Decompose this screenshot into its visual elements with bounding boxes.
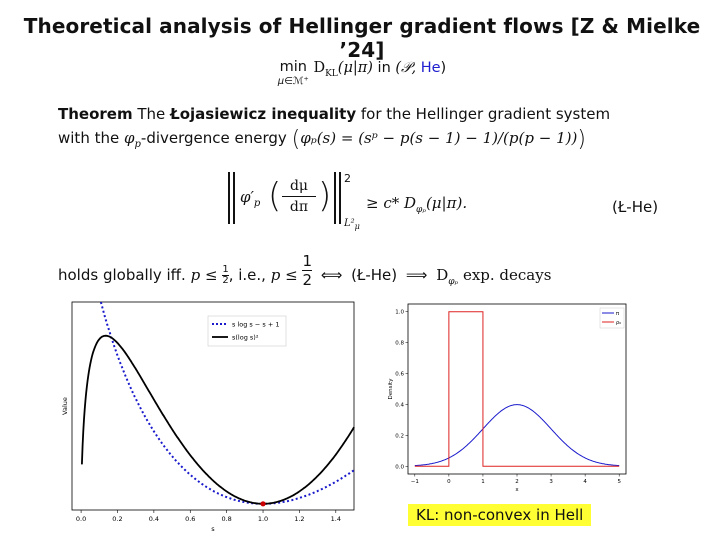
lojasiewicz-inequality: φ′p ( dμ dπ ) 2 L²μ ≥ c* Dφₚ(μ|π). [228,168,588,238]
right-x-tick-label: 3 [549,479,553,485]
left-x-tick-label: 0.8 [221,515,231,523]
right-x-tick-label: 4 [583,479,587,485]
theorem-text-4: -divergence energy [140,129,287,147]
right-x-tick-label: 5 [617,479,621,485]
left-x-tick-label: 0.4 [149,515,159,523]
theorem-text-3: with the [58,129,120,147]
theorem-bold-term: Łojasiewicz inequality [170,105,357,123]
space-open: (𝒫, [395,60,421,76]
left-legend: s log s − s + 1 s(log s)² [207,315,287,347]
legend-pi: π [616,311,619,317]
small-half-num: 1 [222,264,229,275]
theorem-phi: φ [124,129,135,147]
ineq-norm-l2: L² [344,218,355,229]
right-y-tick-label: 0.4 [395,402,404,408]
theorem-text-1: The [137,105,166,123]
left-axes-frame [71,301,355,511]
ineq-phi-sub: p [253,198,261,209]
right-x-tick-label: 2 [515,479,519,485]
theorem-text-2: for the Hellinger gradient system [360,105,611,123]
series-s-log-s-squared [81,334,355,505]
series-pi [414,404,620,467]
holds-tag: (Ł-He) [351,266,398,284]
left-x-tick-label: 0.6 [185,515,195,523]
holds-text: holds globally iff. [58,266,186,284]
left-x-tick-label: 0.0 [76,515,86,523]
right-axes-frame [407,303,627,475]
ineq-denominator: dπ [289,199,309,215]
slide-title: Theoretical analysis of Hellinger gradie… [23,14,701,62]
theorem-block: Theorem The Łojasiewicz inequality for t… [58,105,611,152]
ineq-fraction: dμ dπ [282,178,316,215]
objective-sub: KL [325,68,338,79]
series-slogs-minus-s-plus-1 [99,301,355,505]
kl-note: KL: non-convex in Hell [408,504,592,526]
series-rho0 [414,311,620,467]
legend-label-2: s(log s)² [232,334,259,342]
holds-p-leq-2: p ≤ [270,266,298,284]
right-x-tick-label: −1 [411,479,419,485]
theorem-phi-sub: p [134,139,141,150]
minimization-problem: min μ∈ℳ⁺ DKL(μ|π) in (𝒫, He) [0,60,724,87]
holds-p-leq-1: p ≤ [190,266,218,284]
big-half-num: 1 [302,252,312,270]
holds-ie: , i.e., [228,266,266,284]
space-close: ) [440,60,447,76]
left-x-tick-label: 1.2 [294,515,304,523]
left-x-tick-label: 0.2 [112,515,122,523]
small-half-den: 2 [222,275,229,286]
right-y-tick-label: 0.8 [395,341,404,347]
ineq-numerator: dμ [289,178,309,194]
ineq-phi-symbol: φ′ [240,188,254,206]
theorem-label: Theorem [58,105,133,123]
right-y-tick-label: 0.2 [395,433,404,439]
left-x-tick-label: 1.4 [331,515,341,523]
left-x-tick-label: 1.0 [258,515,268,523]
objective-d: D [313,60,326,76]
objective-arg: (μ|π) [337,60,373,76]
ineq-rhs-arg: (μ|π). [425,194,468,212]
right-y-tick-label: 0.0 [395,464,404,470]
in-word: in [377,60,391,76]
right-x-tick-label: 0 [447,479,451,485]
min-subscript: μ∈ℳ⁺ [277,75,309,87]
right-x-tick-label: 1 [481,479,485,485]
equation-tag: (Ł-He) [612,198,659,216]
decay-d: D [436,266,449,284]
right-y-tick-label: 0.6 [395,372,404,378]
left-ylabel: Value [61,397,69,415]
right-ylabel: Density [388,378,394,400]
big-half-den: 2 [302,270,312,289]
density-chart: −1 0 1 2 3 4 50.00.20.40.60.81.0 π ρ₀ Density … [388,303,627,493]
legend-label-1: s log s − s + 1 [232,321,280,329]
right-y-tick-label: 1.0 [395,310,404,316]
ineq-rhs: ≥ c* Dφₚ(μ|π). [366,194,467,215]
ineq-phi: φ′p [240,188,260,209]
ineq-rhs-sub: φₚ [416,205,426,215]
minimum-marker [260,501,266,507]
phi-p-formula: φₚ(s) = (sᵖ − p(s − 1) − 1)/(p(p − 1)) [300,129,578,147]
right-xlabel: x [515,487,519,493]
decay-text: exp. decays [462,266,552,284]
iff-symbol: ⟺ [320,266,343,284]
min-word: min [279,59,307,75]
ineq-norm-sub: L²μ [344,218,360,231]
legend-rho0: ρ₀ [616,320,621,326]
ineq-rhs-main: ≥ c* D [366,194,417,212]
left-xlabel: s [211,525,215,533]
divergence-chart: 0.0 0.2 0.4 0.6 0.8 1.0 1.2 1.4 s log s − s + 1… [61,301,355,533]
implies-symbol: ⟹ [405,266,428,284]
space-he: He [420,60,441,76]
ineq-norm-mu: μ [354,222,360,231]
decay-sub: φₚ [448,277,459,287]
min-operator: min μ∈ℳ⁺ [278,60,309,87]
ineq-power: 2 [344,172,351,185]
right-legend: π ρ₀ [599,307,625,329]
objective: DKL(μ|π) [313,60,373,79]
